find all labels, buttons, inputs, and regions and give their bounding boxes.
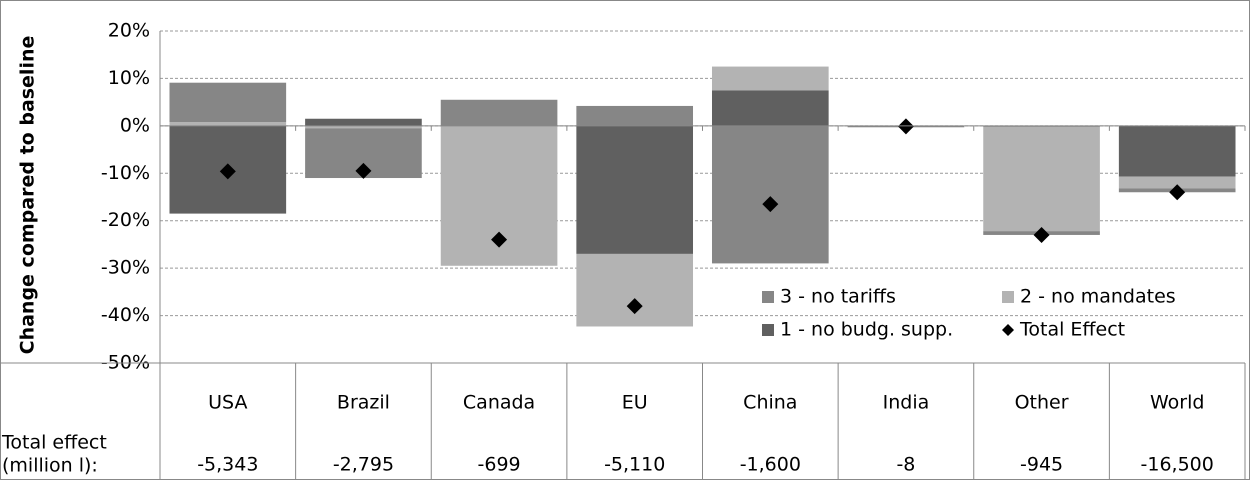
bar-segment: [169, 122, 287, 126]
table-row-label: Total effect: [1, 432, 107, 454]
total-marker: [626, 298, 643, 315]
bar-segment: [576, 105, 694, 126]
bar-segment: [983, 126, 1100, 232]
table-value: -5,110: [604, 454, 665, 476]
y-tick-label: -20%: [101, 209, 150, 231]
category-label: Canada: [463, 392, 535, 414]
bar-segment: [576, 125, 694, 254]
y-tick-label: -10%: [101, 162, 150, 184]
bar-segment: [305, 118, 422, 126]
total-marker: [355, 162, 372, 179]
category-label: USA: [208, 392, 247, 414]
y-tick-label: 10%: [108, 67, 150, 89]
y-tick-label: 0%: [120, 114, 150, 136]
y-tick-label: -30%: [101, 257, 150, 279]
category-label: World: [1150, 392, 1204, 414]
y-axis-title: Change compared to baseline: [17, 36, 39, 355]
category-label: EU: [622, 392, 648, 414]
bar-segment: [711, 66, 829, 91]
table-value: -699: [478, 454, 521, 476]
y-tick-label: 20%: [108, 20, 150, 42]
table-value: -1,600: [740, 454, 801, 476]
table-value: -16,500: [1141, 454, 1214, 476]
table-row-label: (million l):: [2, 455, 98, 477]
bar-segment: [169, 82, 287, 123]
bar-segment: [711, 125, 829, 264]
table-value: -2,795: [333, 454, 394, 476]
y-tick-label: -40%: [101, 304, 150, 326]
category-label: India: [883, 392, 930, 414]
category-label: China: [743, 392, 797, 414]
legend-swatch: [762, 291, 774, 303]
legend-label: Total Effect: [1019, 319, 1125, 341]
bar-segment: [440, 99, 558, 126]
table-value: -5,343: [197, 454, 258, 476]
legend-label: 3 - no tariffs: [780, 286, 896, 308]
total-marker: [1169, 184, 1186, 201]
legend-label: 1 - no budg. supp.: [780, 319, 953, 341]
legend-swatch: [1002, 291, 1014, 303]
bar-segment: [305, 125, 422, 129]
total-marker: [1033, 226, 1050, 243]
category-label: Brazil: [337, 392, 390, 414]
legend-swatch: [762, 324, 774, 336]
table-value: -8: [896, 454, 915, 476]
total-marker: [762, 196, 779, 213]
bar-segment: [711, 90, 829, 126]
bar-segment: [576, 253, 694, 327]
bar-segment: [1118, 176, 1236, 189]
total-marker: [491, 231, 508, 248]
legend-marker: [1002, 324, 1014, 336]
bar-segment: [1118, 125, 1236, 177]
legend-label: 2 - no mandates: [1020, 286, 1176, 308]
category-label: Other: [1015, 392, 1069, 414]
table-value: -945: [1020, 454, 1063, 476]
total-marker: [219, 163, 236, 180]
